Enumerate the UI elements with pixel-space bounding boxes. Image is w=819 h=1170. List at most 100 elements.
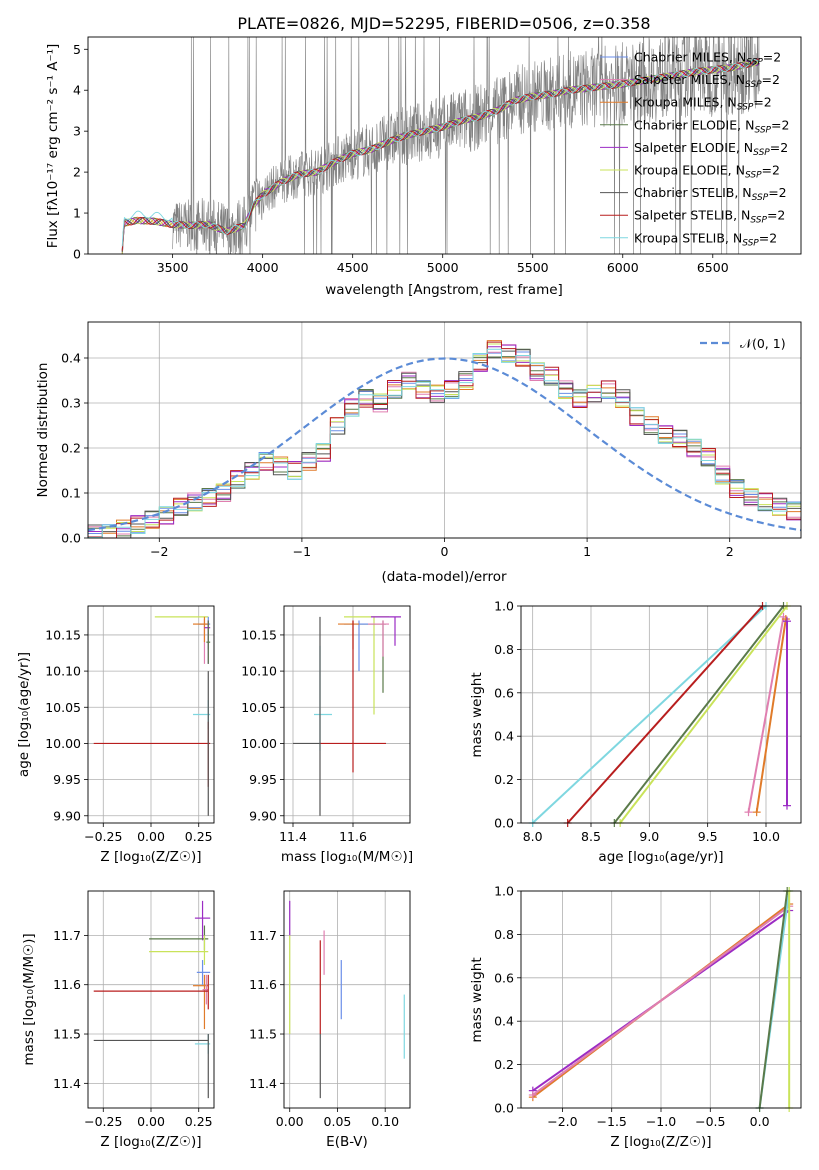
- x-tick-label: −1.0: [646, 1114, 676, 1129]
- mass-vs-ebv-xlabel: E(B-V): [326, 1134, 368, 1150]
- y-tick-label: 0: [73, 247, 81, 262]
- legend-label-kroupa_stelib: Kroupa STELIB, NSSP=2: [634, 230, 777, 248]
- y-tick-label: 0.1: [61, 486, 81, 501]
- y-tick-label: 3: [73, 124, 81, 139]
- y-tick-label: 0.2: [61, 441, 81, 456]
- y-tick-label: 11.7: [53, 928, 81, 943]
- y-tick-label: 9.90: [249, 808, 277, 823]
- x-tick-label: 6000: [607, 260, 639, 275]
- legend-label-chabrier_stelib: Chabrier STELIB, NSSP=2: [634, 185, 787, 203]
- y-tick-label: 5: [73, 42, 81, 57]
- model-spectrum-salpeter_elodie: [121, 60, 760, 254]
- mass-vs-Z-frame: [87, 890, 215, 1109]
- massweight-line-salpeter_miles: [532, 905, 790, 1096]
- x-tick-label: 0.0: [750, 1114, 770, 1129]
- x-tick-label: 3500: [157, 260, 189, 275]
- mass-vs-Z-xlabel: Z [log₁₀(Z/Z☉)]: [100, 1134, 201, 1150]
- y-tick-label: 0.3: [61, 396, 81, 411]
- y-tick-label: 9.95: [249, 772, 277, 787]
- y-tick-label: 10.05: [45, 700, 81, 715]
- y-tick-label: 1.0: [494, 599, 514, 614]
- y-tick-label: 0.0: [61, 531, 81, 546]
- x-tick-label: 2: [726, 544, 734, 559]
- massweight-line-salpeter_stelib: [566, 605, 764, 824]
- legend-label-chabrier_elodie: Chabrier ELODIE, NSSP=2: [634, 117, 789, 135]
- histogram-kroupa_stelib: [87, 348, 801, 538]
- x-tick-label: 10.0: [752, 829, 780, 844]
- y-tick-label: 0.2: [494, 1057, 514, 1072]
- residual-ylabel: Normed distribution: [35, 363, 51, 498]
- normal-reference-curve: [87, 357, 802, 532]
- x-tick-label: 0.05: [324, 1114, 352, 1129]
- massweight-line-chabrier_elodie: [758, 890, 789, 1109]
- x-tick-label: 9.5: [698, 829, 718, 844]
- x-tick-label: −0.25: [84, 829, 122, 844]
- age-vs-Z-axes: [84, 606, 214, 827]
- massweight-age-ylabel: mass weight: [469, 672, 485, 757]
- massweight-line-chabrier_elodie: [613, 605, 785, 824]
- x-tick-label: 0.25: [185, 829, 213, 844]
- x-tick-label: 9.0: [639, 829, 659, 844]
- x-tick-label: −0.5: [695, 1114, 725, 1129]
- x-tick-label: 0: [441, 544, 449, 559]
- y-tick-label: 0.2: [494, 772, 514, 787]
- spectrum-xlabel: wavelength [Angstrom, rest frame]: [325, 282, 563, 298]
- x-tick-label: 8.0: [523, 829, 543, 844]
- age-vs-mass-axes: [280, 606, 410, 827]
- x-tick-label: −1: [293, 544, 311, 559]
- y-tick-label: 1.0: [494, 884, 514, 899]
- x-tick-label: 4500: [337, 260, 369, 275]
- y-tick-label: 10.00: [45, 736, 81, 751]
- age-vs-Z-ylabel: age [log₁₀(age/yr)]: [16, 652, 32, 777]
- y-tick-label: 0.8: [494, 927, 514, 942]
- y-tick-label: 11.7: [249, 928, 277, 943]
- y-tick-label: 4: [73, 83, 81, 98]
- y-tick-label: 0.8: [494, 642, 514, 657]
- y-tick-label: 10.00: [241, 736, 277, 751]
- age-vs-mass-xlabel: mass [log₁₀(M/M☉)]: [281, 849, 413, 865]
- mass-vs-Z-ylabel: mass [log₁₀(M/M☉)]: [21, 933, 37, 1065]
- y-tick-label: 10.05: [241, 700, 277, 715]
- legend-label-kroupa_elodie: Kroupa ELODIE, NSSP=2: [634, 163, 780, 181]
- residual-xlabel: (data-model)/error: [381, 569, 507, 585]
- y-tick-label: 9.90: [53, 808, 81, 823]
- age-vs-Z-xlabel: Z [log₁₀(Z/Z☉)]: [100, 849, 201, 865]
- legend-label-salpeter_elodie: Salpeter ELODIE, NSSP=2: [634, 140, 788, 158]
- x-tick-label: 5000: [427, 260, 459, 275]
- mass-vs-Z-axes: [84, 891, 214, 1112]
- x-tick-label: 11.6: [339, 829, 367, 844]
- x-tick-label: 6500: [697, 260, 729, 275]
- x-tick-label: −0.25: [84, 1114, 122, 1129]
- y-tick-label: 10.10: [45, 664, 81, 679]
- y-tick-label: 1: [73, 206, 81, 221]
- residuals-frame: [87, 321, 802, 539]
- spectrum-frame: [87, 36, 802, 255]
- y-tick-label: 11.5: [53, 1027, 81, 1042]
- legend-label-salpeter_stelib: Salpeter STELIB, NSSP=2: [634, 208, 785, 226]
- y-tick-label: 11.6: [249, 977, 277, 992]
- x-tick-label: 0.25: [185, 1114, 213, 1129]
- x-tick-label: 0.10: [371, 1114, 399, 1129]
- y-tick-label: 10.15: [45, 627, 81, 642]
- massweight-vs-age-xlabel: age [log₁₀(age/yr)]: [598, 849, 723, 865]
- x-tick-label: −2: [150, 544, 168, 559]
- spectrum-axes: [84, 48, 714, 258]
- age-vs-Z-frame: [87, 605, 215, 824]
- y-tick-label: 9.95: [53, 772, 81, 787]
- y-tick-label: 10.10: [241, 664, 277, 679]
- y-tick-label: 0.0: [494, 816, 514, 831]
- legend-label-normal: 𝒩(0, 1): [740, 336, 786, 351]
- y-tick-label: 11.4: [53, 1076, 81, 1091]
- model-spectrum-salpeter_stelib: [121, 58, 760, 251]
- x-tick-label: 0.00: [276, 1114, 304, 1129]
- x-tick-label: 5500: [517, 260, 549, 275]
- y-tick-label: 10.15: [241, 627, 277, 642]
- y-tick-label: 11.4: [249, 1076, 277, 1091]
- x-tick-label: 8.5: [581, 829, 601, 844]
- x-tick-label: −2.0: [547, 1114, 577, 1129]
- y-tick-label: 0.4: [494, 1014, 514, 1029]
- x-tick-label: 1: [583, 544, 591, 559]
- y-tick-label: 0.0: [494, 1101, 514, 1116]
- massweight-vs-Z-xlabel: Z [log₁₀(Z/Z☉)]: [610, 1134, 711, 1150]
